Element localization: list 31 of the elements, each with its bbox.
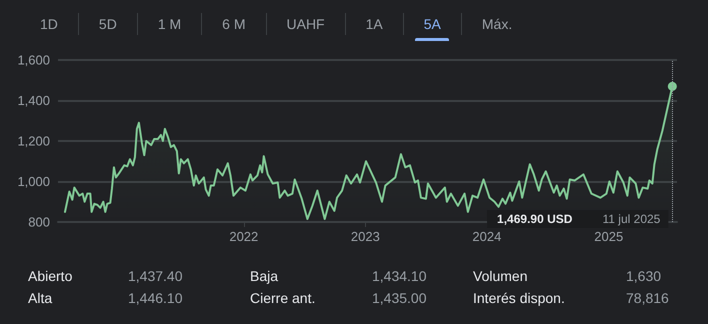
text: Interés dispon. xyxy=(473,290,565,306)
text: 1,434.10 xyxy=(372,268,426,284)
text: 1,446.10 xyxy=(128,290,182,306)
x-tick-label: 2025 xyxy=(594,229,624,244)
text: 1A xyxy=(344,13,403,35)
x-tick-label: 2022 xyxy=(229,229,258,244)
text: Volumen xyxy=(473,268,528,284)
y-tick-label: 1,600 xyxy=(17,52,50,68)
y-tick-label: 1,200 xyxy=(17,134,50,148)
text: 1,437.40 xyxy=(128,268,182,284)
text: 1,630 xyxy=(626,268,662,284)
y-tick-label: 1,000 xyxy=(17,174,50,189)
text: 1 M xyxy=(136,13,202,35)
text: Abierto xyxy=(28,268,72,284)
text: Máx. xyxy=(460,13,532,35)
text: 5A xyxy=(402,13,461,35)
text: 1,435.00 xyxy=(372,290,426,306)
text: 1D xyxy=(20,13,78,35)
text: 6 M xyxy=(201,13,266,35)
text: 5D xyxy=(78,13,137,35)
x-tick-label: 2024 xyxy=(472,229,502,244)
y-tick-label: 1,400 xyxy=(17,93,50,108)
y-tick-label: 800 xyxy=(28,214,50,230)
text: Cierre ant. xyxy=(250,290,316,306)
text: Baja xyxy=(250,268,278,284)
text: Alta xyxy=(28,290,52,306)
x-tick-label: 2023 xyxy=(350,229,380,244)
annotation: 11 jul 2025 xyxy=(602,212,661,226)
text: UAHF xyxy=(266,13,345,35)
annotation: 1,469.90 USD xyxy=(497,212,573,226)
text: 78,816 xyxy=(626,290,669,306)
